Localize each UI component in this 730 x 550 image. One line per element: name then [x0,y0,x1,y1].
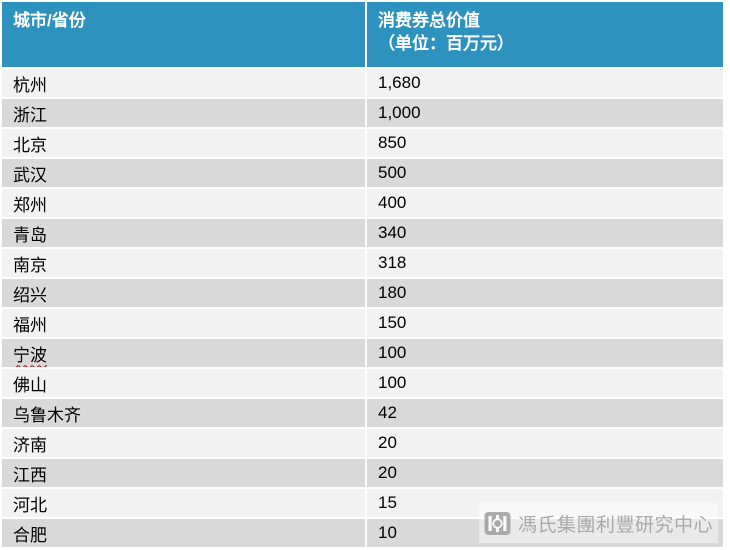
table-row: 北京 850 [2,129,723,157]
city-cell: 佛山 [2,369,365,397]
value-cell: 850 [367,129,723,157]
city-label: 乌鲁木齐 [13,405,81,425]
table-row: 济南 20 [2,429,723,457]
city-label: 济南 [13,435,47,455]
city-cell: 杭州 [2,69,365,97]
table-body: 杭州 1,680 浙江 1,000 北京 850 武汉 500 郑州 400 青岛 340 南京 318 绍… [2,69,723,547]
value-cell: 100 [367,369,723,397]
table-row: 乌鲁木齐 42 [2,399,723,427]
value-cell: 10 [367,519,723,547]
city-label: 河北 [13,495,47,515]
city-label: 青岛 [13,225,47,245]
city-label: 宁波 [13,345,47,365]
city-label: 北京 [13,135,47,155]
value-cell: 100 [367,339,723,367]
city-cell: 南京 [2,249,365,277]
city-label: 浙江 [13,105,47,125]
city-label: 杭州 [13,75,47,95]
table-row: 宁波 100 [2,339,723,367]
city-label: 南京 [13,255,47,275]
table-row: 郑州 400 [2,189,723,217]
city-cell: 郑州 [2,189,365,217]
table-row: 武汉 500 [2,159,723,187]
header-city-label: 城市/省份 [13,11,86,30]
header-cell-city: 城市/省份 [2,2,365,67]
table-row: 合肥 10 [2,519,723,547]
value-cell: 180 [367,279,723,307]
city-label: 合肥 [13,525,47,545]
city-cell: 青岛 [2,219,365,247]
table-row: 福州 150 [2,309,723,337]
city-cell: 北京 [2,129,365,157]
city-cell: 浙江 [2,99,365,127]
city-label: 武汉 [13,165,47,185]
value-cell: 340 [367,219,723,247]
city-cell: 绍兴 [2,279,365,307]
city-cell: 乌鲁木齐 [2,399,365,427]
table-row: 青岛 340 [2,219,723,247]
table-row: 江西 20 [2,459,723,487]
city-cell: 宁波 [2,339,365,367]
table-row: 河北 15 [2,489,723,517]
value-cell: 1,000 [367,99,723,127]
city-label: 福州 [13,315,47,335]
watermark-text: 馮氏集團利豐研究中心 [517,514,713,536]
fung-seal-icon [484,510,511,537]
value-cell: 20 [367,429,723,457]
city-label: 佛山 [13,375,47,395]
value-cell: 15 [367,489,723,517]
value-cell: 318 [367,249,723,277]
city-cell: 合肥 [2,519,365,547]
watermark: 馮氏集團利豐研究中心 [478,503,718,543]
table-header-row: 城市/省份 消费券总价值 （单位：百万元） [2,2,723,67]
table-row: 佛山 100 [2,369,723,397]
city-cell: 江西 [2,459,365,487]
value-cell: 20 [367,459,723,487]
header-value-line1: 消费券总价值 [378,11,480,30]
value-cell: 1,680 [367,69,723,97]
table-row: 杭州 1,680 [2,69,723,97]
city-cell: 福州 [2,309,365,337]
city-cell: 武汉 [2,159,365,187]
table-row: 浙江 1,000 [2,99,723,127]
value-cell: 42 [367,399,723,427]
table-row: 南京 318 [2,249,723,277]
city-cell: 济南 [2,429,365,457]
city-label: 绍兴 [13,285,47,305]
table-row: 绍兴 180 [2,279,723,307]
city-label: 郑州 [13,195,47,215]
value-cell: 500 [367,159,723,187]
header-value-line2: （单位：百万元） [378,33,514,53]
header-cell-value: 消费券总价值 （单位：百万元） [367,2,723,67]
value-cell: 150 [367,309,723,337]
city-cell: 河北 [2,489,365,517]
city-label: 江西 [13,465,47,485]
value-cell: 400 [367,189,723,217]
